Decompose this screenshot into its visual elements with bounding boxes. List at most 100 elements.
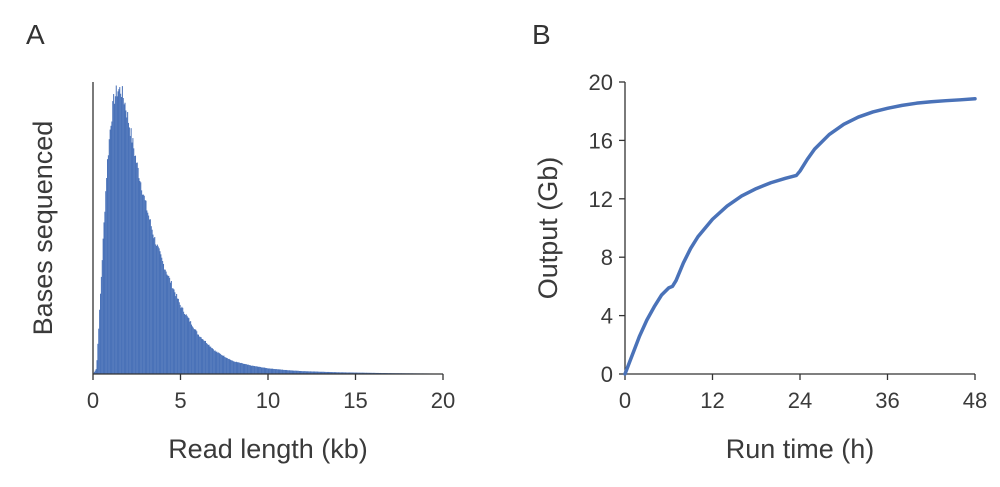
histogram-bar: [180, 308, 182, 374]
histogram-bar: [100, 276, 102, 374]
histogram-bar: [216, 351, 218, 374]
histogram-bar: [225, 357, 227, 374]
histogram-bar: [271, 368, 273, 374]
x-tick-label-b: 0: [619, 388, 631, 413]
y-tick-label-b: 0: [601, 362, 613, 387]
histogram-bar: [352, 372, 354, 374]
histogram-bar: [172, 288, 174, 374]
histogram-bar: [281, 369, 283, 374]
histogram-bar: [118, 89, 120, 374]
histogram-bar: [324, 371, 326, 374]
histogram-bar: [232, 360, 234, 374]
x-tick-label-b: 36: [875, 388, 899, 413]
histogram-bar: [229, 359, 231, 374]
histogram-bar: [157, 246, 159, 374]
histogram-bar: [167, 275, 169, 374]
histogram-bar: [361, 372, 363, 374]
histogram-bar: [205, 343, 207, 374]
x-tick-label-b: 12: [700, 388, 724, 413]
histogram-bar: [342, 372, 344, 374]
histogram-bar: [247, 364, 249, 374]
histogram-bar: [284, 370, 286, 374]
histogram-bar: [276, 369, 278, 374]
histogram-bar: [233, 361, 235, 374]
histogram-bar: [303, 371, 305, 374]
histogram-bar: [110, 125, 112, 374]
histogram-bar: [347, 372, 349, 374]
histogram-bar: [332, 372, 334, 374]
histogram-bar: [131, 142, 133, 374]
histogram-bar: [159, 251, 161, 374]
histogram-bar: [158, 248, 160, 374]
x-tick-label-b: 48: [963, 388, 987, 413]
histogram-bar: [175, 296, 177, 374]
histogram-bar: [248, 365, 250, 374]
histogram-bar: [298, 370, 300, 374]
histogram-bar: [293, 370, 295, 374]
histogram-bar: [135, 155, 137, 374]
histogram-bar: [214, 350, 216, 374]
histogram-bar: [237, 362, 239, 374]
histogram-bar: [133, 148, 135, 374]
output-line: [623, 97, 977, 376]
histogram-bar: [269, 368, 271, 374]
histogram-bar: [290, 370, 292, 374]
histogram-bar: [262, 367, 264, 374]
y-tick-label-b: 4: [601, 304, 613, 329]
histogram-bar: [239, 362, 241, 374]
histogram-bar: [322, 371, 324, 374]
histogram-bar: [99, 309, 101, 374]
histogram-bar: [129, 135, 131, 374]
histogram-bar: [132, 138, 134, 374]
histogram-bar: [215, 351, 217, 374]
y-ticks-b: 0 4 8 12 16 20: [589, 70, 625, 387]
histogram-bar: [128, 122, 130, 375]
histogram-bar: [227, 358, 229, 374]
histogram-bar: [331, 372, 333, 374]
histogram-bar: [113, 94, 115, 374]
histogram-bar: [168, 276, 170, 374]
histogram-bar: [258, 366, 260, 374]
histogram-bar: [171, 288, 173, 374]
x-tick-label-a: 15: [343, 388, 367, 413]
histogram-bar: [107, 159, 109, 374]
x-tick-label-a: 20: [431, 388, 455, 413]
histogram-bar: [156, 245, 158, 374]
histogram-bar: [140, 182, 142, 374]
histogram-bar: [188, 318, 190, 374]
histogram-bar: [246, 364, 248, 374]
histogram-bar: [325, 371, 327, 374]
histogram-bar: [156, 244, 158, 374]
histogram-bar: [170, 282, 172, 374]
histogram-bar: [330, 372, 332, 374]
histogram-bar: [177, 298, 179, 374]
histogram-bar: [94, 370, 96, 374]
histogram-bar: [311, 371, 313, 374]
histogram-bar: [146, 210, 148, 374]
y-axis-title-a: Bases sequenced: [28, 121, 58, 336]
histogram-bar: [283, 369, 285, 374]
histogram-bar: [307, 371, 309, 374]
histogram-bar: [315, 371, 317, 374]
histogram-bar: [324, 371, 326, 374]
x-axis-title-a: Read length (kb): [168, 434, 368, 464]
histogram-bar: [228, 358, 230, 374]
histogram-bar: [149, 219, 151, 374]
histogram-bar: [121, 97, 123, 374]
histogram-bar: [323, 371, 325, 374]
y-axis-title-b: Output (Gb): [533, 157, 563, 300]
histogram-bar: [174, 292, 176, 374]
histogram-bar: [231, 360, 233, 374]
histogram-bar: [252, 365, 254, 374]
histogram-bar: [137, 167, 139, 374]
histogram-bar: [224, 356, 226, 374]
histogram-bar: [345, 372, 347, 374]
histogram-bar: [339, 372, 341, 374]
histogram-bar: [265, 368, 267, 374]
histogram-bar: [286, 370, 288, 374]
histogram-bar: [198, 334, 200, 374]
histogram-bar: [303, 371, 305, 374]
histogram-bar: [285, 369, 287, 374]
histogram-bar: [114, 103, 116, 374]
